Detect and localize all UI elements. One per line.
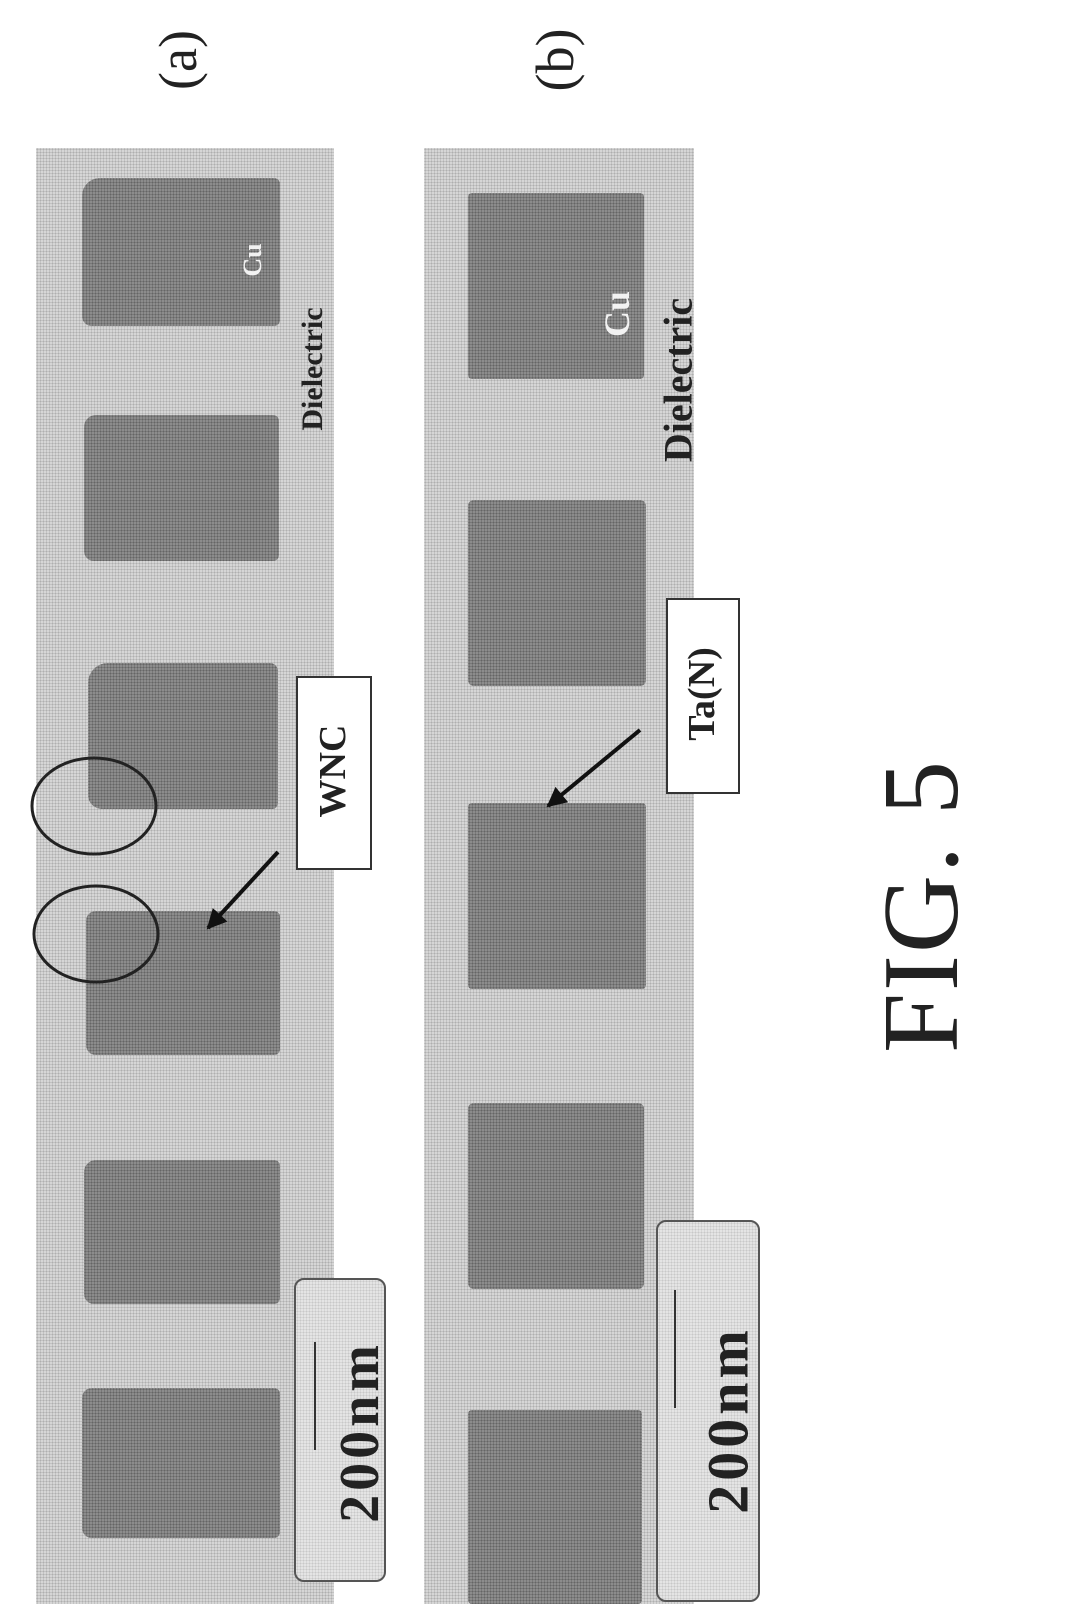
scale-bar-line: [314, 1342, 316, 1450]
highlight-circle: [34, 886, 158, 982]
wnc-arrow: [208, 852, 278, 928]
tan-arrow: [548, 730, 640, 806]
highlight-circle: [32, 758, 156, 854]
cu-label: Cu: [596, 291, 638, 337]
scale-bar-line: [674, 1290, 676, 1408]
dielectric-label: Dielectric: [655, 298, 702, 462]
dielectric-label: Dielectric: [296, 307, 330, 430]
tan-callout-label: Ta(N): [680, 647, 724, 741]
figure-title: FIG. 5: [860, 759, 984, 1053]
wnc-callout-label: WNC: [311, 725, 355, 818]
scale-label-b: 200nm: [695, 1326, 762, 1514]
cu-label: Cu: [238, 243, 268, 276]
scale-label-a: 200nm: [328, 1341, 392, 1523]
